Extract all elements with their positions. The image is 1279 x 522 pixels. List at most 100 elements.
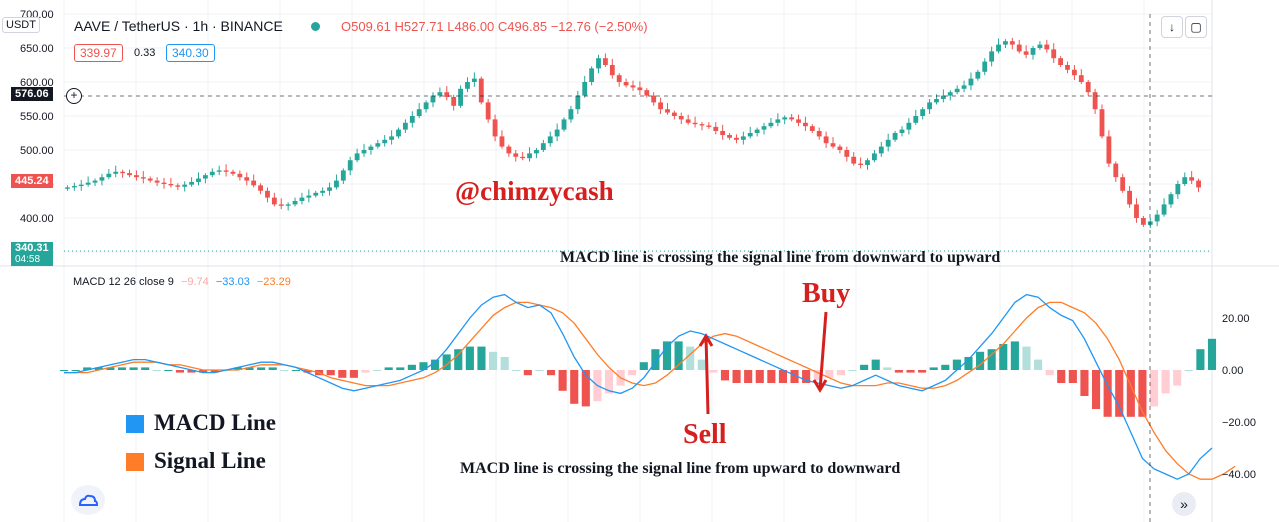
candle bbox=[851, 152, 857, 166]
candle bbox=[1196, 178, 1201, 193]
candle-body bbox=[899, 129, 905, 133]
candle-body bbox=[1003, 41, 1008, 45]
candle-body bbox=[285, 204, 291, 206]
candle-body bbox=[292, 201, 298, 205]
buy-button[interactable]: 340.30 bbox=[166, 44, 215, 62]
candle-body bbox=[1127, 190, 1132, 205]
candle-body bbox=[747, 133, 753, 137]
candle bbox=[1175, 180, 1181, 199]
candle bbox=[685, 114, 691, 125]
histogram-bar bbox=[431, 359, 440, 370]
candle bbox=[265, 187, 270, 203]
histogram-bar bbox=[1022, 346, 1031, 370]
candle-body bbox=[1182, 177, 1188, 184]
candle bbox=[147, 176, 153, 183]
candle bbox=[1161, 198, 1167, 217]
histogram-bar bbox=[1138, 370, 1147, 417]
add-plus-icon[interactable]: + bbox=[66, 88, 82, 104]
candle-body bbox=[320, 190, 326, 193]
candle-body bbox=[478, 78, 484, 103]
low-value: L486.00 bbox=[447, 19, 495, 34]
histogram-bar bbox=[477, 346, 486, 370]
currency-badge[interactable]: USDT bbox=[2, 17, 40, 33]
candle bbox=[651, 92, 657, 106]
candle bbox=[940, 89, 946, 103]
candle bbox=[975, 69, 981, 81]
candle-body bbox=[99, 177, 105, 181]
candle-body bbox=[1140, 218, 1146, 225]
candle bbox=[134, 170, 139, 181]
histogram-bar bbox=[778, 370, 788, 383]
candle bbox=[1065, 61, 1070, 74]
candle bbox=[271, 192, 277, 207]
candle bbox=[1168, 192, 1174, 208]
histogram-bar bbox=[1161, 370, 1170, 394]
candle-body bbox=[354, 153, 360, 161]
candle bbox=[527, 147, 532, 162]
candle bbox=[216, 165, 222, 176]
candle bbox=[568, 105, 574, 123]
candle bbox=[485, 99, 491, 123]
candle bbox=[775, 113, 781, 127]
bid-value: 340.31 bbox=[15, 242, 49, 254]
histogram-bar bbox=[1149, 370, 1159, 407]
candle bbox=[154, 177, 160, 187]
candle bbox=[920, 107, 926, 120]
price-tick-label: 650.00 bbox=[20, 43, 54, 55]
histogram-bar bbox=[987, 349, 996, 370]
candle bbox=[989, 46, 995, 67]
scroll-to-realtime-button[interactable]: » bbox=[1172, 492, 1196, 516]
histogram-bar bbox=[210, 370, 219, 373]
candle-body bbox=[975, 71, 981, 79]
candle-body bbox=[396, 129, 401, 137]
candle bbox=[678, 112, 684, 125]
change-value: −12.76 (−2.50%) bbox=[550, 19, 648, 34]
candle-body bbox=[858, 163, 864, 165]
histogram-bar bbox=[732, 370, 741, 383]
histogram-bar bbox=[1080, 370, 1089, 396]
histogram-bar bbox=[802, 370, 811, 383]
candle bbox=[534, 147, 539, 159]
signal-legend-label: Signal Line bbox=[154, 448, 266, 473]
macd-legend-swatch bbox=[126, 415, 144, 433]
candle bbox=[506, 144, 512, 157]
candle bbox=[692, 116, 698, 128]
histogram-bar bbox=[407, 364, 416, 370]
histogram-bar bbox=[941, 364, 950, 370]
histogram-bar bbox=[709, 370, 718, 373]
symbol-title[interactable]: AAVE / TetherUS · 1h · BINANCE bbox=[74, 18, 283, 34]
candle-body bbox=[1023, 51, 1029, 55]
histogram-bar bbox=[662, 341, 672, 370]
histogram-bar bbox=[419, 362, 428, 370]
candle bbox=[858, 157, 864, 169]
histogram-bar bbox=[245, 367, 254, 370]
candle bbox=[458, 85, 463, 108]
histogram-bar bbox=[813, 370, 822, 381]
candle-body bbox=[1134, 204, 1139, 218]
fullscreen-button[interactable]: ▢ bbox=[1185, 16, 1207, 38]
candle-body bbox=[727, 135, 732, 138]
histogram-bar bbox=[918, 370, 927, 373]
candle-body bbox=[1016, 44, 1022, 52]
histogram-bar bbox=[71, 370, 80, 371]
macd-hist-value: −9.74 bbox=[180, 276, 209, 288]
histogram-bar bbox=[500, 357, 509, 370]
macd-name[interactable]: MACD 12 26 close 9 bbox=[73, 276, 174, 288]
candle-body bbox=[609, 65, 615, 76]
crosshair-price-label: 576.06 bbox=[11, 87, 53, 101]
histogram-bar bbox=[1068, 370, 1077, 383]
sell-button[interactable]: 339.97 bbox=[74, 44, 123, 62]
scroll-down-button[interactable]: ↓ bbox=[1161, 16, 1183, 38]
histogram-bar bbox=[257, 367, 266, 370]
candle-body bbox=[1196, 180, 1201, 188]
histogram-bar bbox=[361, 370, 370, 373]
histogram-bar bbox=[952, 359, 961, 370]
candle bbox=[478, 76, 484, 105]
histogram-bar bbox=[1207, 338, 1217, 370]
candle bbox=[582, 75, 588, 98]
tradingview-logo[interactable] bbox=[71, 485, 105, 515]
candle bbox=[78, 179, 84, 191]
candle-body bbox=[409, 116, 415, 123]
